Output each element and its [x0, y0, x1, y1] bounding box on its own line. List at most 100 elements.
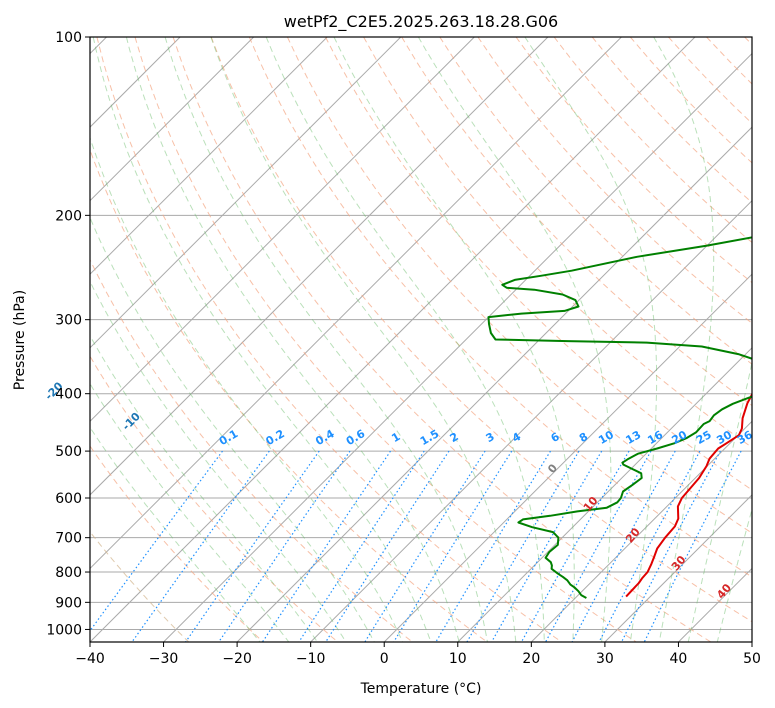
moist-adiabat — [90, 280, 347, 642]
mixing-ratio-line — [325, 450, 450, 642]
x-tick-label: −30 — [149, 651, 179, 667]
mixing-ratio-label: 13 — [623, 428, 643, 447]
dry-adiabat — [248, 37, 752, 578]
mixing-ratio-label: 4 — [510, 430, 523, 445]
isotherm-line — [163, 52, 752, 642]
dry-adiabat — [90, 531, 190, 642]
moist-adiabat — [90, 216, 375, 642]
moist-adiabat — [265, 37, 545, 642]
dry-adiabat — [629, 37, 752, 164]
dry-adiabat — [90, 148, 488, 642]
x-tick-label: 30 — [596, 651, 614, 667]
isotherm-line — [90, 37, 475, 423]
dry-adiabat — [134, 37, 637, 642]
moist-adiabat — [333, 37, 575, 642]
dry-adiabat — [325, 37, 752, 491]
mixing-ratio-label: 10 — [596, 428, 616, 447]
dry-adiabat — [401, 37, 752, 407]
x-tick-label: −40 — [75, 651, 105, 667]
y-tick-label: 800 — [55, 565, 82, 581]
mixing-ratio-label: 1 — [389, 430, 402, 445]
mixing-ratio-label: 0.4 — [313, 427, 337, 448]
dry-adiabat — [553, 37, 752, 244]
isotherm-line — [90, 37, 255, 202]
moist-adiabat — [90, 334, 318, 642]
mixing-ratio-line — [364, 450, 486, 642]
isotherm-line — [90, 37, 549, 496]
x-axis-label: Temperature (°C) — [360, 681, 482, 697]
x-tick-label: 50 — [743, 651, 761, 667]
isotherm-line — [751, 641, 752, 642]
isotherm-line — [678, 567, 752, 642]
moist-adiabat — [90, 426, 261, 642]
temperature-line — [625, 392, 752, 598]
mixing-ratio-line — [218, 450, 351, 642]
mixing-ratio-line — [491, 450, 603, 642]
isotherm-line — [383, 273, 752, 642]
moist-adiabat — [210, 37, 517, 642]
dry-adiabat — [90, 355, 339, 642]
mixing-ratio-line — [545, 450, 652, 642]
y-tick-label: 200 — [55, 208, 82, 224]
dry-adiabat — [90, 445, 264, 642]
mixing-ratio-label: 0.6 — [344, 427, 368, 448]
mixing-ratio-label: 16 — [645, 428, 665, 447]
moist-adiabat-label: 40 — [714, 581, 734, 601]
x-tick-label: −10 — [296, 651, 326, 667]
dry-adiabat — [96, 37, 562, 642]
moist-adiabat — [687, 360, 752, 642]
moist-adiabat-label: 20 — [623, 525, 643, 545]
moist-adiabat-label: 30 — [669, 553, 689, 573]
moist-adiabat — [92, 37, 432, 642]
x-tick-label: 20 — [522, 651, 540, 667]
labels-layer: 0.10.20.40.611.52346810131620253036-100-… — [42, 379, 755, 601]
moist-adiabat — [524, 37, 658, 642]
y-tick-label: 900 — [55, 595, 82, 611]
mixing-ratio-label: 0.1 — [217, 427, 240, 448]
chart-title: wetPf2_C2E5.2025.263.18.28.G06 — [284, 12, 558, 32]
x-tick-label: 40 — [670, 651, 688, 667]
dry-adiabat — [477, 37, 752, 324]
y-tick-label: 1000 — [46, 622, 82, 638]
background-lines — [90, 37, 752, 642]
y-tick-label: 500 — [55, 444, 82, 460]
mixing-ratio-line — [621, 450, 721, 642]
moist-adiabat — [653, 37, 715, 642]
dry-adiabat — [90, 258, 413, 642]
dry-adiabat — [668, 37, 752, 125]
isotherm-line — [90, 37, 696, 642]
mixing-ratio-line — [643, 450, 742, 642]
mixing-ratio-line — [393, 450, 513, 642]
moist-adiabat — [90, 136, 404, 642]
mixing-ratio-label: 2 — [448, 430, 461, 445]
series-layer — [487, 236, 752, 599]
y-axis-label: Pressure (hPa) — [12, 290, 28, 390]
dry-adiabat-label: -10 — [120, 410, 143, 433]
isotherm-line — [90, 37, 328, 275]
dry-adiabat — [744, 37, 752, 46]
mixing-ratio-line — [435, 450, 552, 642]
moist-adiabat — [716, 507, 752, 642]
isotherm-line — [90, 37, 622, 570]
isotherm-line — [530, 420, 752, 642]
mixing-ratio-line — [298, 450, 425, 642]
x-tick-label: 0 — [380, 651, 389, 667]
x-tick-label: 10 — [449, 651, 467, 667]
isotherm-line — [604, 494, 752, 642]
y-tick-label: 400 — [55, 387, 82, 403]
moist-adiabat — [125, 37, 460, 642]
mixing-ratio-line — [520, 450, 630, 642]
mixing-ratio-line — [598, 450, 701, 642]
moist-adiabat — [164, 37, 488, 642]
moist-adiabat — [417, 37, 612, 642]
dewpoint-line — [487, 236, 752, 599]
moist-adiabat-label: 0 — [545, 461, 560, 475]
dry-adiabat — [286, 37, 752, 534]
mixing-ratio-line — [90, 450, 223, 632]
y-axis-ticks: 100 200 300 400 500 600 700 800 900 1000 — [46, 30, 90, 638]
plot-frame — [89, 36, 753, 643]
dry-adiabat — [439, 37, 752, 365]
y-tick-label: 100 — [55, 30, 82, 46]
y-tick-label: 700 — [55, 531, 82, 547]
mixing-ratio-label: 0.2 — [264, 427, 287, 448]
